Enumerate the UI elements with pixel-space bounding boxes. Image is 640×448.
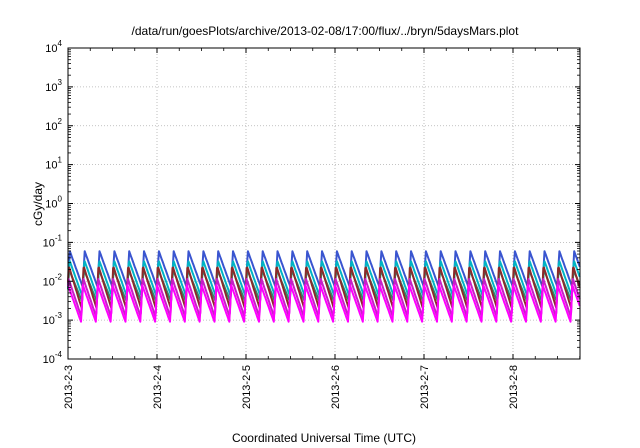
grid	[68, 48, 580, 359]
y-tick-label: 10-2	[43, 272, 63, 288]
y-tick-label: 102	[45, 117, 62, 133]
x-tick-label: 2013-2-4	[152, 365, 164, 409]
y-axis-label: cGy/day	[31, 182, 45, 226]
series-line	[67, 278, 581, 317]
x-tick-label: 2013-2-7	[419, 365, 431, 409]
y-tick-label: 104	[45, 39, 62, 55]
series-line	[67, 260, 581, 297]
x-tick-label: 2013-2-8	[508, 365, 520, 409]
x-tick-label: 2013-2-6	[330, 365, 342, 409]
series-line	[67, 266, 581, 309]
chart-title: /data/run/goesPlots/archive/2013-02-08/1…	[132, 24, 520, 38]
y-tick-label: 10-3	[43, 311, 63, 327]
series-line	[67, 250, 581, 289]
y-tick-label: 10-1	[43, 233, 63, 249]
y-axis-ticks: 10-4 10-3 10-2 10-1 100 101 102 103 104	[43, 39, 580, 366]
y-tick-label: 103	[45, 78, 62, 94]
x-tick-label: 2013-2-5	[241, 365, 253, 409]
series-layer	[67, 250, 581, 323]
x-axis-label: Coordinated Universal Time (UTC)	[232, 431, 416, 445]
y-tick-label: 100	[45, 195, 62, 211]
y-tick-label: 10-4	[43, 350, 63, 366]
x-axis-ticks: 2013-2-3 2013-2-4 2013-2-5 2013-2-6 2013-2-7…	[63, 48, 581, 409]
series-line	[67, 284, 581, 323]
y-tick-label: 101	[45, 156, 62, 172]
x-tick-label: 2013-2-3	[63, 365, 75, 409]
